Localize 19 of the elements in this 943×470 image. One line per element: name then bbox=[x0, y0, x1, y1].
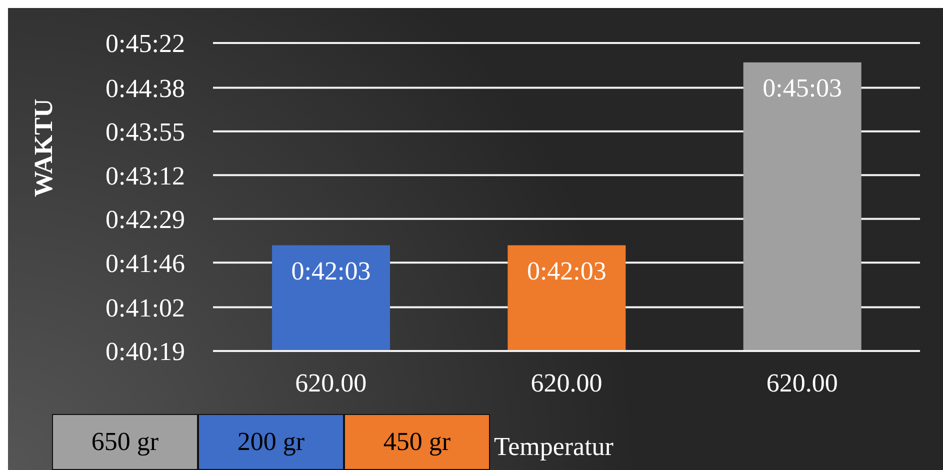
y-tick-label: 0:40:19 bbox=[106, 337, 185, 366]
y-tick-label: 0:43:55 bbox=[106, 118, 185, 147]
y-tick-label: 0:42:29 bbox=[106, 205, 185, 234]
data-label: 0:45:03 bbox=[762, 73, 842, 102]
y-tick-label: 0:43:12 bbox=[106, 161, 185, 190]
x-tick-label: 620.00 bbox=[530, 368, 602, 398]
x-tick-label: 620.00 bbox=[766, 368, 838, 398]
x-axis-title: Temperatur bbox=[493, 432, 614, 463]
text: 650 gr bbox=[52, 414, 198, 470]
y-axis-title: WAKTU bbox=[29, 98, 58, 197]
x-tick-label: 620.00 bbox=[295, 368, 367, 398]
y-tick-label: 0:41:46 bbox=[106, 248, 185, 278]
text: 200 gr bbox=[198, 414, 344, 470]
data-label: 0:42:03 bbox=[526, 256, 606, 286]
text: 450 gr bbox=[344, 414, 490, 470]
y-tick-label: 0:44:38 bbox=[106, 74, 185, 103]
y-tick-label: 0:41:02 bbox=[106, 294, 185, 323]
data-label: 0:42:03 bbox=[291, 256, 371, 286]
y-tick-label: 0:45:22 bbox=[106, 29, 185, 58]
